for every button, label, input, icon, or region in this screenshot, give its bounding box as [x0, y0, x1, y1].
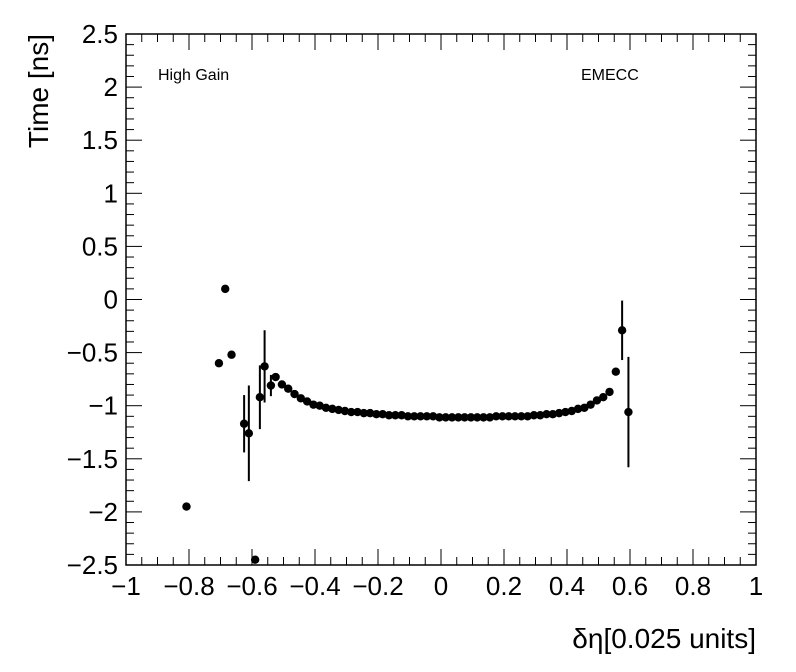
data-point — [422, 412, 432, 421]
data-point — [473, 413, 482, 422]
data-point — [221, 284, 230, 294]
data-point — [255, 393, 265, 402]
data-point — [592, 396, 602, 405]
x-tick-label: 0.2 — [486, 571, 522, 601]
data-point — [542, 409, 551, 419]
data-point — [271, 372, 280, 382]
x-tick-label: 1 — [749, 571, 763, 601]
x-axis-title: δη[0.025 units] — [572, 623, 756, 654]
data-point — [410, 412, 419, 421]
data-point — [403, 412, 413, 421]
data-point — [296, 394, 306, 403]
data-point — [580, 403, 589, 413]
data-point — [454, 413, 463, 422]
data-point — [517, 412, 526, 421]
data-point — [353, 407, 362, 417]
x-tick-label: −1 — [111, 571, 141, 601]
x-tick-label: −0.6 — [226, 571, 277, 601]
data-point — [460, 413, 469, 422]
data-point — [504, 412, 513, 421]
data-point — [441, 413, 450, 422]
x-tick-label: 0.4 — [549, 571, 585, 601]
y-tick-label: −2 — [88, 497, 118, 527]
y-tick-label: 1.5 — [82, 125, 118, 155]
data-point — [359, 408, 369, 418]
data-point — [485, 413, 495, 422]
x-tick-label: −0.2 — [352, 571, 403, 601]
data-point — [260, 362, 269, 371]
data-points — [182, 284, 633, 564]
y-tick-label: −1 — [88, 391, 118, 421]
data-point — [302, 397, 312, 406]
data-point — [266, 381, 276, 390]
data-point — [573, 404, 583, 414]
annotation-high-gain: High Gain — [158, 67, 229, 84]
data-point — [227, 350, 236, 359]
data-point — [290, 389, 299, 399]
x-tick-label: 0.6 — [612, 571, 648, 601]
data-point — [416, 412, 425, 421]
data-point — [397, 411, 406, 420]
data-point — [536, 411, 545, 420]
data-point — [611, 367, 621, 376]
data-point — [548, 409, 558, 419]
y-tick-label: −2.5 — [67, 550, 118, 580]
data-point — [491, 412, 501, 421]
data-point — [605, 387, 614, 397]
data-point — [182, 502, 191, 511]
plot-frame — [125, 33, 757, 566]
data-point — [599, 393, 608, 402]
annotation-emecc: EMECC — [581, 67, 639, 84]
x-tick-label: −0.4 — [289, 571, 340, 601]
data-point — [586, 400, 595, 409]
y-tick-label: 0 — [104, 285, 118, 315]
data-point — [334, 405, 343, 415]
data-point — [244, 429, 254, 438]
data-point — [309, 400, 318, 409]
y-tick-label: 1 — [104, 178, 118, 208]
data-point — [378, 409, 387, 419]
data-point — [435, 413, 444, 422]
x-tick-label: 0 — [434, 571, 448, 601]
data-point — [561, 407, 570, 417]
data-point — [372, 409, 381, 419]
y-tick-label: −0.5 — [67, 338, 118, 368]
y-tick-label: 0.5 — [82, 231, 118, 261]
data-point — [498, 412, 507, 421]
data-point — [250, 555, 260, 564]
data-point — [384, 411, 394, 420]
data-point — [214, 359, 224, 368]
data-point — [239, 419, 249, 428]
data-point — [466, 413, 476, 422]
data-point — [284, 384, 293, 393]
data-point — [447, 413, 457, 422]
y-tick-label: −1.5 — [67, 444, 118, 474]
axis-tick-labels: −1 −0.8 −0.6 −0.4 −0.2 0 0.2 0.4 0.6 0.8 1 −2.5 −2 −1… — [67, 19, 764, 601]
data-point — [617, 326, 627, 335]
data-point — [479, 413, 488, 422]
data-point — [328, 404, 337, 414]
y-axis-title: Time [ns] — [23, 34, 54, 148]
data-point — [347, 407, 356, 417]
x-tick-label: 0.8 — [675, 571, 711, 601]
data-point — [510, 412, 520, 421]
data-point — [554, 408, 564, 418]
data-point — [523, 412, 532, 421]
data-point — [340, 406, 350, 416]
y-tick-label: 2.5 — [82, 19, 118, 49]
data-point — [315, 401, 324, 410]
data-point — [365, 408, 375, 418]
y-tick-label: 2 — [104, 72, 118, 102]
data-point — [321, 403, 331, 413]
data-point — [624, 407, 633, 417]
data-point — [529, 411, 539, 420]
axis-ticks — [125, 33, 757, 566]
data-point — [428, 412, 438, 421]
data-point — [567, 406, 576, 416]
x-tick-label: −0.8 — [163, 571, 214, 601]
data-point — [391, 411, 400, 420]
data-point — [277, 380, 287, 389]
